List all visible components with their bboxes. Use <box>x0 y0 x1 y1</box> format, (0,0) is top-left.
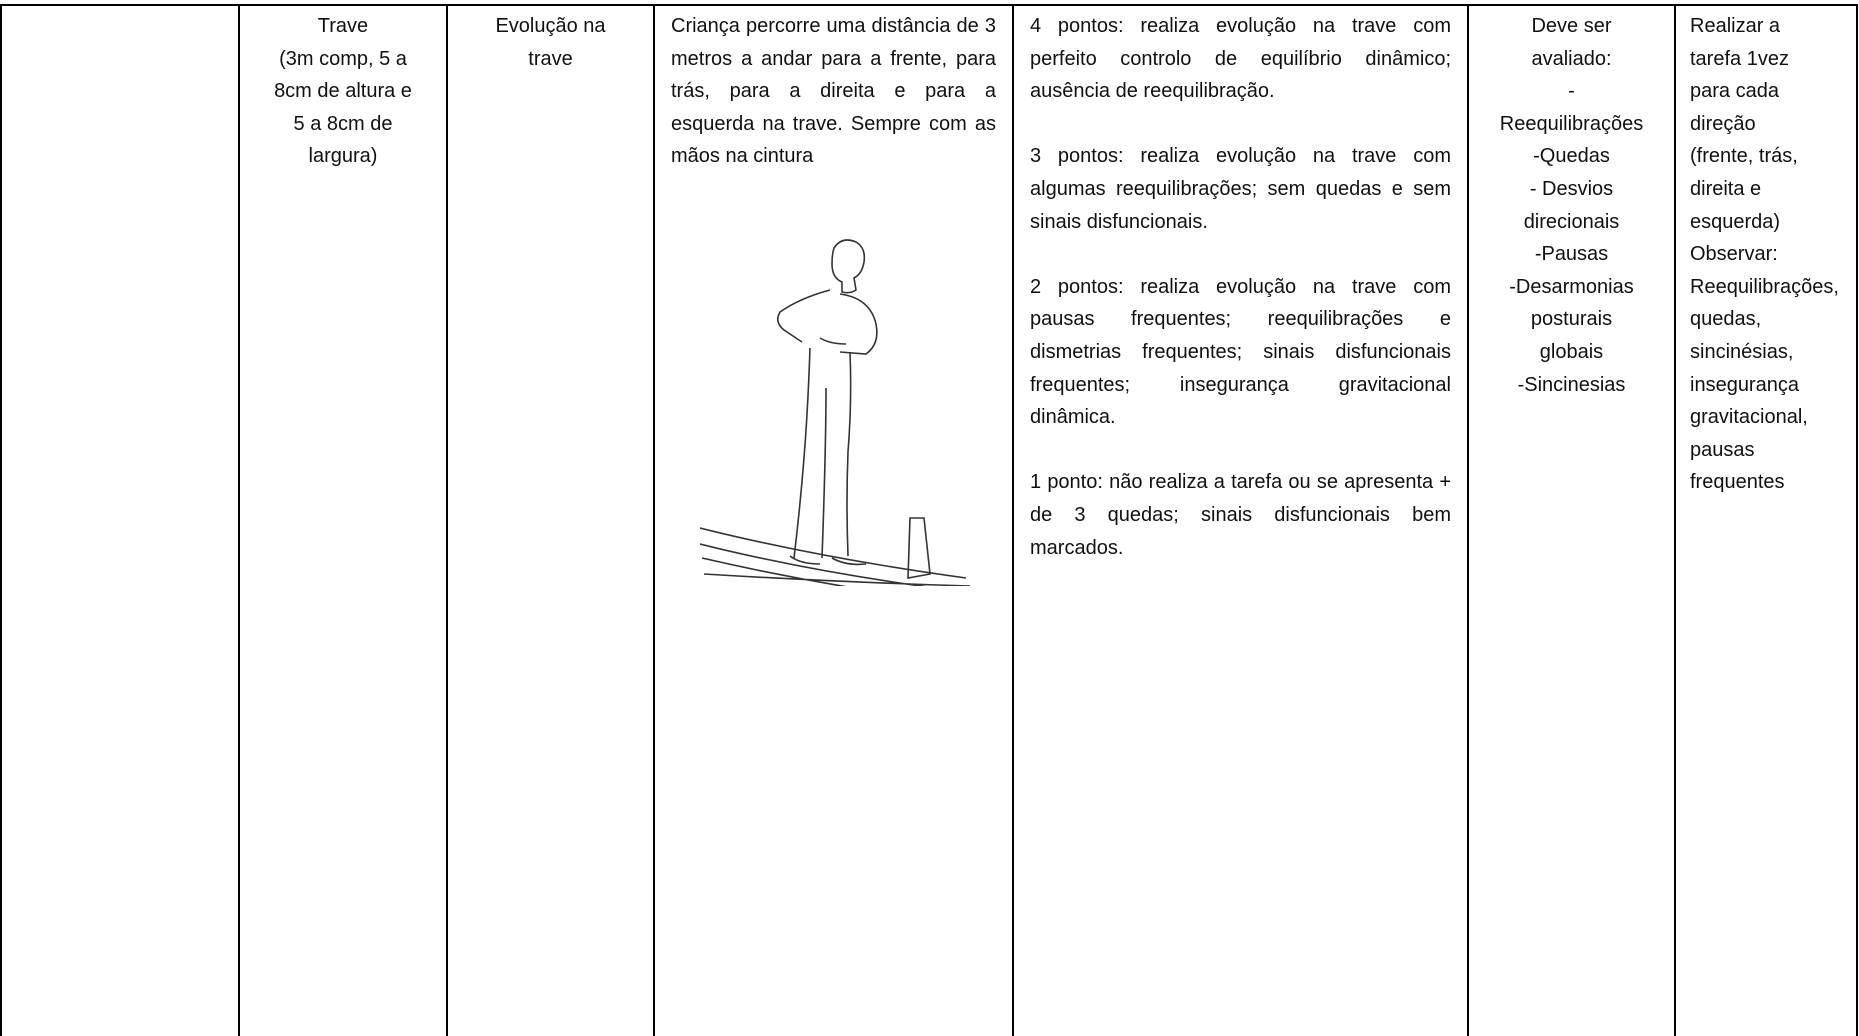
column-border <box>1856 4 1858 1036</box>
cell-description: Criança percorre uma distância de 3 metr… <box>655 10 1012 173</box>
text-line: Realizar a <box>1690 15 1781 37</box>
table-top-border <box>0 4 1857 6</box>
text-line: -Desarmonias <box>1509 275 1634 298</box>
text-line: Evolução na <box>495 15 606 37</box>
paragraph: 2 pontos: realiza evolução na trave com … <box>1030 275 1451 429</box>
text-line: globais <box>1539 340 1604 363</box>
text-line: Deve ser <box>1531 15 1612 37</box>
text-line: largura) <box>308 145 378 168</box>
paragraph: Criança percorre uma distância de 3 metr… <box>671 15 996 168</box>
paragraph: 4 pontos: realiza evolução na trave com … <box>1030 15 1451 103</box>
text-line: (3m comp, 5 a <box>279 47 407 70</box>
text-line: -Quedas <box>1533 145 1610 168</box>
paragraph: 1 ponto: não realiza a tarefa ou se apre… <box>1030 471 1451 559</box>
paragraph: Reequilibrações, quedas, sincinésias, in… <box>1690 275 1839 494</box>
text-line: (frente, trás, <box>1690 145 1798 168</box>
column-border <box>1012 4 1014 1036</box>
column-border <box>446 4 448 1036</box>
text-line: esquerda) <box>1690 210 1781 233</box>
column-border <box>653 4 655 1036</box>
text-line: trave <box>528 47 573 70</box>
cell-task: Evolução na trave <box>448 10 653 75</box>
text-line: Reequilibrações <box>1499 112 1644 135</box>
text-line: - Desvios <box>1529 177 1614 200</box>
beam-illustration <box>700 239 970 586</box>
column-border <box>238 4 240 1036</box>
text-line: direção <box>1690 112 1756 135</box>
text-line: -Pausas <box>1534 243 1609 266</box>
text-line: tarefa 1vez <box>1690 47 1789 70</box>
text-line: 5 a 8cm de <box>293 112 393 135</box>
cell-scoring: 4 pontos: realiza evolução na trave com … <box>1014 10 1467 597</box>
text-line: Trave <box>317 15 369 37</box>
text-line: posturais <box>1530 308 1613 331</box>
cell-material: Trave (3m comp, 5 a 8cm de altura e 5 a 8cm… <box>240 10 446 173</box>
cell-notes: Realizar a tarefa 1vez para cada direção (fr… <box>1676 10 1856 499</box>
paragraph: Observar: <box>1690 243 1778 266</box>
cell-evaluate: Deve ser avaliado: - Reequilibrações -Quedas… <box>1469 10 1674 401</box>
text-line: direcionais <box>1523 210 1620 233</box>
text-line: para cada <box>1690 80 1779 103</box>
text-line: direita e <box>1690 177 1762 200</box>
column-border <box>1674 4 1676 1036</box>
text-line: 8cm de altura e <box>274 80 412 103</box>
text-line: -Sincinesias <box>1517 373 1626 396</box>
paragraph: 3 pontos: realiza evolução na trave com … <box>1030 145 1451 233</box>
text-line: - <box>1568 80 1575 103</box>
text-line: avaliado: <box>1531 47 1612 70</box>
column-border <box>1467 4 1469 1036</box>
column-border <box>0 4 2 1036</box>
